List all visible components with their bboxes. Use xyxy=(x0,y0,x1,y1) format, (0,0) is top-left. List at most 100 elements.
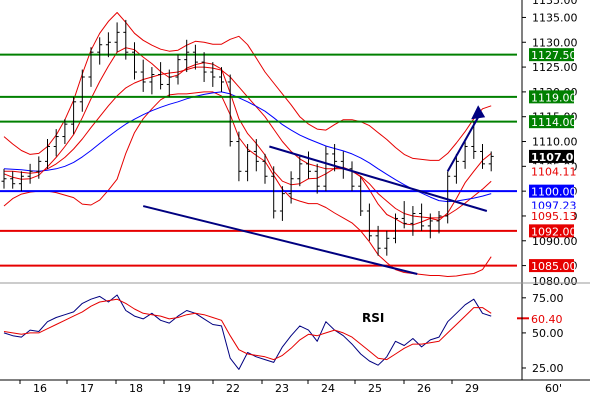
candle xyxy=(210,62,216,87)
candle xyxy=(375,225,381,256)
level-tag-bg xyxy=(529,48,574,62)
candle xyxy=(227,74,233,147)
candle xyxy=(79,69,85,112)
candle xyxy=(314,163,320,194)
candle xyxy=(488,151,494,172)
candle xyxy=(262,153,268,184)
level-tag-label: 1092.00 xyxy=(531,225,577,238)
x-tick-label: 22 xyxy=(226,382,240,395)
candle xyxy=(62,119,68,144)
level-tag-bg xyxy=(529,224,574,238)
candle xyxy=(297,156,303,187)
forecast-arrow-head xyxy=(471,105,486,120)
bollinger-upper-band xyxy=(3,12,492,161)
candle xyxy=(245,144,251,182)
x-tick-label: 29 xyxy=(465,382,479,395)
candle xyxy=(236,131,242,182)
level-tag-bg xyxy=(529,184,574,198)
candle xyxy=(18,171,24,192)
price-tag-label: 1095.13 xyxy=(531,210,577,223)
candle xyxy=(358,176,364,216)
forecast-arrow-shaft xyxy=(446,116,480,172)
candle xyxy=(53,129,59,157)
price-tick-label: 1125.00 xyxy=(532,61,578,74)
candle xyxy=(123,19,129,60)
price-tag-bg xyxy=(529,149,574,163)
candle xyxy=(184,39,190,73)
x-tick-label: 18 xyxy=(129,382,143,395)
level-tag-bg xyxy=(529,259,574,273)
channel-line-lower xyxy=(142,205,418,276)
timeframe-label: 60' xyxy=(545,382,562,395)
price-tag-label: 1104.11 xyxy=(531,165,577,178)
price-tick-label-top: 1135.00 xyxy=(532,0,578,7)
price-tick-label: 1110.00 xyxy=(532,136,578,149)
candle xyxy=(27,163,33,184)
level-tag-label: 1119.00 xyxy=(531,91,577,104)
rsi-tick-label: 50.00 xyxy=(532,327,564,340)
candle xyxy=(201,52,207,82)
candle xyxy=(471,121,477,159)
candle xyxy=(445,171,451,224)
candle xyxy=(166,69,172,97)
candle xyxy=(45,139,50,169)
rsi-title: RSI xyxy=(362,311,384,325)
candle xyxy=(419,203,425,231)
price-tick-label: 1090.00 xyxy=(532,235,578,248)
bollinger-lower-band xyxy=(3,91,492,277)
x-tick-label: 19 xyxy=(177,382,191,395)
price-tag-bg xyxy=(529,208,574,222)
candle xyxy=(132,42,137,80)
candle xyxy=(410,206,416,236)
x-tick-label: 16 xyxy=(33,382,47,395)
candle xyxy=(253,139,259,172)
x-tick-label: 25 xyxy=(368,382,382,395)
rsi-series-line xyxy=(3,298,492,361)
rsi-tick-label: 75.00 xyxy=(532,292,564,305)
price-tick-label: 1135.00 xyxy=(532,11,578,24)
candle xyxy=(427,213,433,239)
rsi-current-label: 60.40 xyxy=(531,313,563,326)
rsi-tick-label: 25.00 xyxy=(532,362,564,375)
level-tag-label: 1127.50 xyxy=(531,49,577,62)
level-tag-bg xyxy=(529,90,574,104)
candle xyxy=(97,37,103,65)
candle xyxy=(88,47,94,87)
candle xyxy=(462,139,468,169)
x-tick-label: 23 xyxy=(275,382,289,395)
candle xyxy=(71,96,77,135)
rsi-series-line xyxy=(3,294,492,370)
price-tag-label: 1107.00 xyxy=(531,151,581,164)
level-tag-label: 1114.00 xyxy=(531,116,577,129)
x-tick-label: 26 xyxy=(417,382,431,395)
price-tick-label: 1130.00 xyxy=(532,36,578,49)
candle xyxy=(36,156,42,179)
candle xyxy=(192,44,198,70)
level-tag-bg xyxy=(529,115,574,129)
level-tag-label: 1100.00 xyxy=(531,186,577,199)
candle xyxy=(140,59,146,92)
candle xyxy=(453,153,459,184)
price-panel: 1085.001090.001095.001100.001105.001110.… xyxy=(0,0,581,288)
candle xyxy=(401,201,407,229)
candle xyxy=(105,32,111,58)
candle xyxy=(436,211,442,234)
candle xyxy=(480,144,485,169)
x-axis: 60' 16 17 18 19 22 23 24 25 26 29 xyxy=(19,380,562,395)
x-tick-label: 17 xyxy=(80,382,94,395)
candle xyxy=(219,67,224,92)
channel-line-upper xyxy=(269,145,488,212)
price-tick-label-bottom: 1080.00 xyxy=(532,275,578,288)
candle xyxy=(175,54,181,85)
x-tick-label: 24 xyxy=(321,382,335,395)
candle xyxy=(323,146,329,192)
price-tag-bg xyxy=(529,164,574,178)
candle xyxy=(114,22,120,53)
rsi-current-bg xyxy=(529,311,574,325)
level-tag-label: 1085.00 xyxy=(531,260,577,273)
candle xyxy=(288,171,294,204)
candle xyxy=(349,161,355,192)
candle xyxy=(149,67,155,95)
candle xyxy=(366,203,372,241)
candle xyxy=(279,186,285,221)
